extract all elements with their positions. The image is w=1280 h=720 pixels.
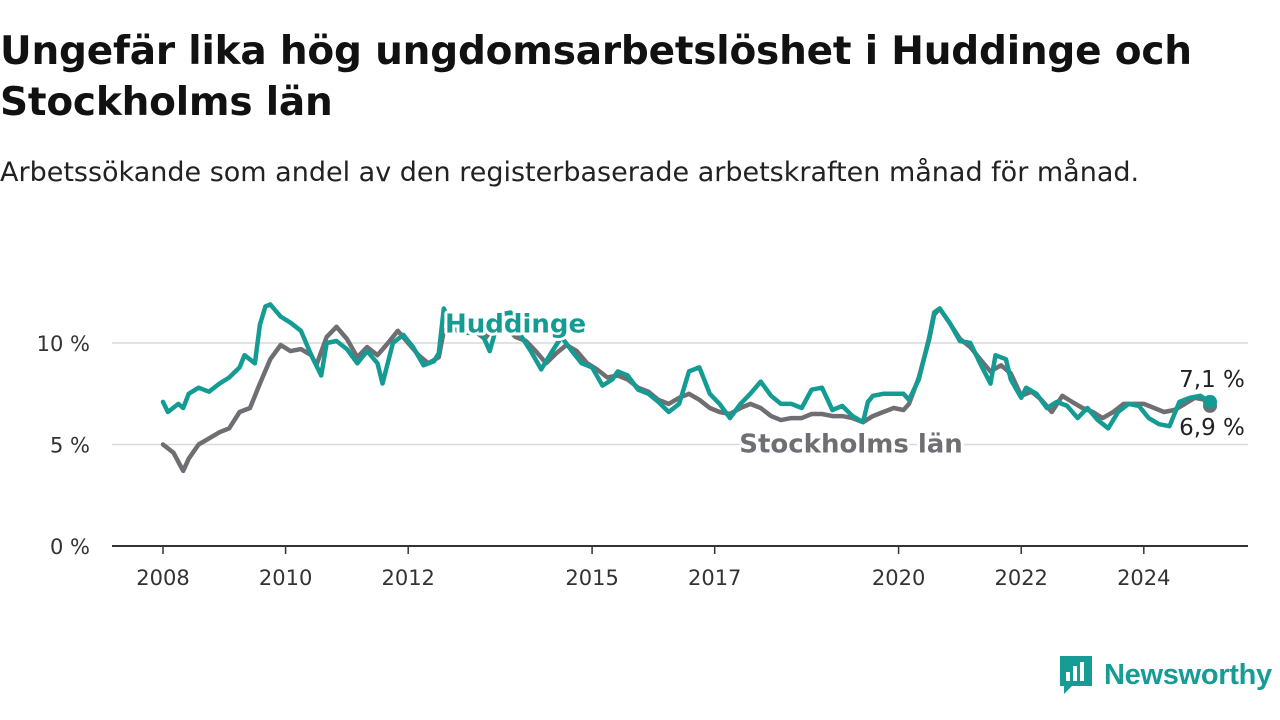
- series-labels: Huddinge Stockholms län 7,1 % 6,9 %: [442, 307, 1247, 463]
- chart-subtitle: Arbetssökande som andel av den registerb…: [0, 157, 1140, 188]
- x-tick-label: 2015: [565, 566, 618, 590]
- newsworthy-logo: Newsworthy: [1058, 654, 1272, 696]
- y-tick-label: 10 %: [37, 332, 90, 356]
- y-tick-label: 5 %: [50, 434, 90, 458]
- huddinge-end-point: [1203, 394, 1218, 409]
- x-tick-label: 2008: [136, 566, 189, 590]
- newsworthy-logo-icon: [1060, 656, 1092, 694]
- brand-name: Newsworthy: [1104, 658, 1272, 691]
- x-tick-label: 2017: [688, 566, 741, 590]
- chart-title: Ungefär lika hög ungdomsarbetslöshet i H…: [0, 29, 1192, 125]
- x-tick-label: 2022: [994, 566, 1047, 590]
- x-tick-label: 2020: [872, 566, 925, 590]
- stockholm-inline-label: Stockholms län: [739, 429, 963, 459]
- x-axis: 2008 2010 2012 2015 2017 2020 2022 2024: [112, 545, 1248, 590]
- series-lines: [160, 302, 1218, 474]
- y-axis-ticks: 0 % 5 % 10 %: [37, 332, 90, 559]
- gridlines: [112, 342, 1248, 446]
- stockholm-line: [160, 306, 1213, 474]
- huddinge-line: [160, 302, 1213, 431]
- y-tick-label: 0 %: [50, 535, 90, 559]
- x-tick-label: 2012: [381, 566, 434, 590]
- huddinge-end-label: 7,1 %: [1179, 367, 1245, 393]
- stockholm-end-label: 6,9 %: [1179, 415, 1245, 441]
- huddinge-inline-label: Huddinge: [445, 310, 586, 340]
- x-tick-label: 2024: [1117, 566, 1170, 590]
- x-tick-label: 2010: [259, 566, 312, 590]
